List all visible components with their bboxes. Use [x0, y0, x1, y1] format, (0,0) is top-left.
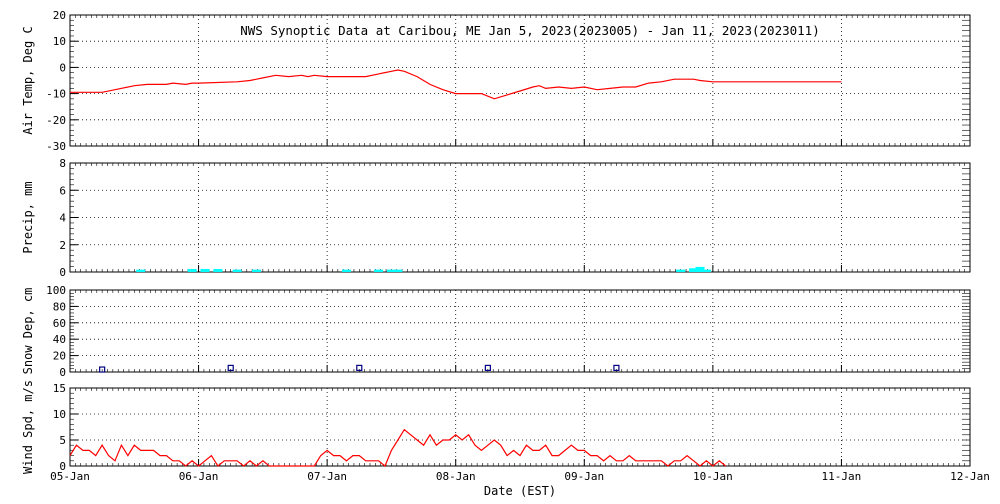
- y-tick-label: 15: [53, 382, 66, 395]
- y-tick-label: 0: [59, 61, 66, 74]
- y-tick-label: 4: [59, 212, 66, 225]
- y-tick-label: 80: [53, 300, 66, 313]
- snow-depth-point: [613, 364, 620, 371]
- precip-bar: [695, 266, 705, 272]
- y-tick-label: -30: [46, 140, 66, 153]
- precip-bar: [341, 269, 351, 272]
- panel-1: 20 10 0 -10 -20 -30 Air Temp, Deg C: [21, 9, 971, 153]
- panel-frame: [69, 289, 971, 373]
- x-tick-label: 06-Jan: [179, 470, 219, 483]
- y-tick-label: 10: [53, 35, 66, 48]
- y-tick-label: 6: [59, 184, 66, 197]
- y-tick-label: -10: [46, 88, 66, 101]
- precip-bar: [187, 268, 197, 272]
- y-axis-label: Snow Dep, cm: [21, 288, 35, 375]
- x-tick-label: 12-Jan: [950, 470, 990, 483]
- snow-depth-point: [99, 366, 106, 373]
- snow-depth-point: [484, 364, 491, 371]
- precip-bar: [393, 269, 403, 272]
- x-tick-label: 10-Jan: [693, 470, 733, 483]
- panel-2: 8 6 4 2 0 Precip, mm: [21, 157, 971, 279]
- series-line: [69, 428, 727, 467]
- panel-frame: [69, 387, 971, 467]
- y-tick-label: 0: [59, 266, 66, 279]
- snow-depth-point: [356, 364, 363, 371]
- precip-bar: [701, 269, 711, 272]
- precip-bar: [374, 269, 384, 272]
- y-tick-label: 100: [46, 284, 66, 297]
- y-tick-label: 8: [59, 157, 66, 170]
- y-tick-label: 40: [53, 333, 66, 346]
- x-tick-label: 05-Jan: [50, 470, 90, 483]
- precip-bar: [213, 268, 223, 272]
- y-axis-label: Air Temp, Deg C: [21, 26, 35, 134]
- x-axis-label: Date (EST): [484, 484, 556, 498]
- y-tick-label: 60: [53, 317, 66, 330]
- x-tick-label: 07-Jan: [307, 470, 347, 483]
- precip-bar: [200, 268, 210, 272]
- precip-bar: [386, 269, 396, 272]
- precip-bar: [136, 269, 146, 272]
- y-axis-label: Precip, mm: [21, 181, 35, 253]
- x-tick-label: 11-Jan: [822, 470, 862, 483]
- x-tick-label: 09-Jan: [564, 470, 604, 483]
- y-tick-label: 20: [53, 350, 66, 363]
- series-line: [70, 69, 842, 100]
- y-tick-label: -20: [46, 114, 66, 127]
- panel-3: 100 80 60 40 20 0 Snow Dep, cm: [21, 284, 971, 379]
- y-axis-label: Wind Spd, m/s: [21, 380, 35, 474]
- panel-4: 15 10 5 0 Wind Spd, m/s 05-Jan 06-Jan 07-Jan 08-…: [21, 380, 990, 498]
- precip-bar: [676, 269, 686, 272]
- y-tick-label: 5: [59, 434, 66, 447]
- chart-title: NWS Synoptic Data at Caribou, ME Jan 5, …: [240, 23, 819, 38]
- snow-depth-point: [227, 364, 234, 371]
- y-tick-label: 20: [53, 9, 66, 22]
- x-tick-label: 08-Jan: [436, 470, 476, 483]
- y-tick-label: 2: [59, 239, 66, 252]
- precip-bar: [251, 269, 261, 272]
- y-tick-label: 0: [59, 460, 66, 473]
- precip-bar: [689, 268, 699, 272]
- y-tick-label: 10: [53, 408, 66, 421]
- precip-bar: [232, 269, 242, 272]
- y-tick-label: 0: [59, 366, 66, 379]
